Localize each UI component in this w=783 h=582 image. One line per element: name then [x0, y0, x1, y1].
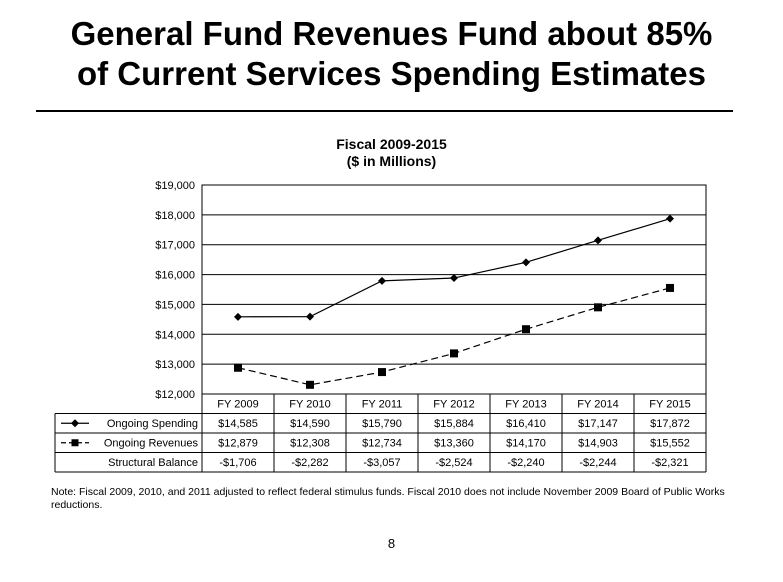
series-name-label: Ongoing Revenues [104, 438, 199, 450]
slide-title-line-2: of Current Services Spending Estimates [76, 55, 706, 92]
data-point-diamond [594, 236, 602, 245]
x-category-label: FY 2014 [577, 399, 618, 411]
table-cell-value: $14,170 [506, 438, 546, 450]
y-tick-label: $17,000 [155, 240, 195, 252]
x-category-label: FY 2011 [362, 399, 403, 411]
y-tick-label: $16,000 [155, 270, 195, 282]
table-cell-value: $15,790 [362, 418, 402, 430]
table-cell-value: $13,360 [434, 438, 474, 450]
data-point-diamond [306, 312, 314, 321]
data-point-diamond [234, 312, 242, 321]
page-number: 8 [387, 536, 396, 551]
y-tick-label: $18,000 [155, 210, 195, 222]
data-point-diamond [666, 214, 674, 223]
y-tick-label: $12,000 [155, 389, 195, 401]
plot-area-border [201, 184, 707, 395]
table-cell-value: $12,308 [290, 438, 330, 450]
legend-square-marker [71, 439, 79, 447]
x-category-label: FY 2010 [289, 399, 330, 411]
table-cell-value: $12,734 [362, 438, 402, 450]
table-cell-value: $14,590 [290, 418, 330, 430]
slide-title: General Fund Revenues Fund about 85% of … [0, 14, 783, 94]
title-divider [36, 110, 733, 112]
data-point-square [594, 303, 602, 312]
table-cell-value: $16,410 [506, 418, 546, 430]
data-point-square [450, 349, 458, 358]
table-cell-value: $14,585 [218, 418, 258, 430]
table-cell-value: -$1,706 [219, 457, 256, 469]
data-point-diamond [378, 276, 386, 285]
table-cell-value: $14,903 [578, 438, 618, 450]
table-cell-value: $12,879 [218, 438, 258, 450]
data-point-square [522, 325, 530, 334]
legend-diamond-marker [71, 419, 79, 428]
series-name-label: Ongoing Spending [107, 418, 198, 430]
y-tick-label: $13,000 [155, 359, 195, 371]
chart-subtitle: ($ in Millions) [346, 153, 437, 169]
x-category-label: FY 2012 [433, 399, 474, 411]
data-point-square [234, 363, 242, 372]
x-category-label: FY 2013 [505, 399, 546, 411]
series-line-ongoing-revenues [237, 287, 671, 386]
table-cell-value: -$2,240 [507, 457, 544, 469]
y-tick-label: $19,000 [155, 180, 195, 192]
data-point-square [378, 368, 386, 377]
table-cell-value: $17,147 [578, 418, 618, 430]
table-cell-value: -$3,057 [363, 457, 400, 469]
table-cell-value: $15,884 [434, 418, 474, 430]
footnote: Note: Fiscal 2009, 2010, and 2011 adjust… [51, 486, 725, 511]
series-line-ongoing-spending [237, 218, 671, 318]
y-tick-label: $14,000 [155, 329, 195, 341]
table-cell-value: -$2,524 [435, 457, 472, 469]
chart-title: Fiscal 2009-2015 [336, 136, 447, 152]
table-cell-value: -$2,282 [291, 457, 328, 469]
x-category-label: FY 2009 [217, 399, 258, 411]
data-point-diamond [522, 258, 530, 267]
data-point-diamond [450, 274, 458, 283]
extra-row-name-label: Structural Balance [108, 457, 198, 469]
slide-title-line-1: General Fund Revenues Fund about 85% [70, 15, 713, 52]
y-tick-label: $15,000 [155, 299, 195, 311]
table-cell-value: $15,552 [650, 438, 690, 450]
table-cell-value: -$2,244 [579, 457, 616, 469]
x-category-label: FY 2015 [649, 399, 690, 411]
chart-title-block: Fiscal 2009-2015 ($ in Millions) [0, 136, 783, 170]
data-point-square [666, 283, 674, 292]
data-point-square [306, 380, 314, 389]
table-cell-value: -$2,321 [651, 457, 688, 469]
table-cell-value: $17,872 [650, 418, 690, 430]
